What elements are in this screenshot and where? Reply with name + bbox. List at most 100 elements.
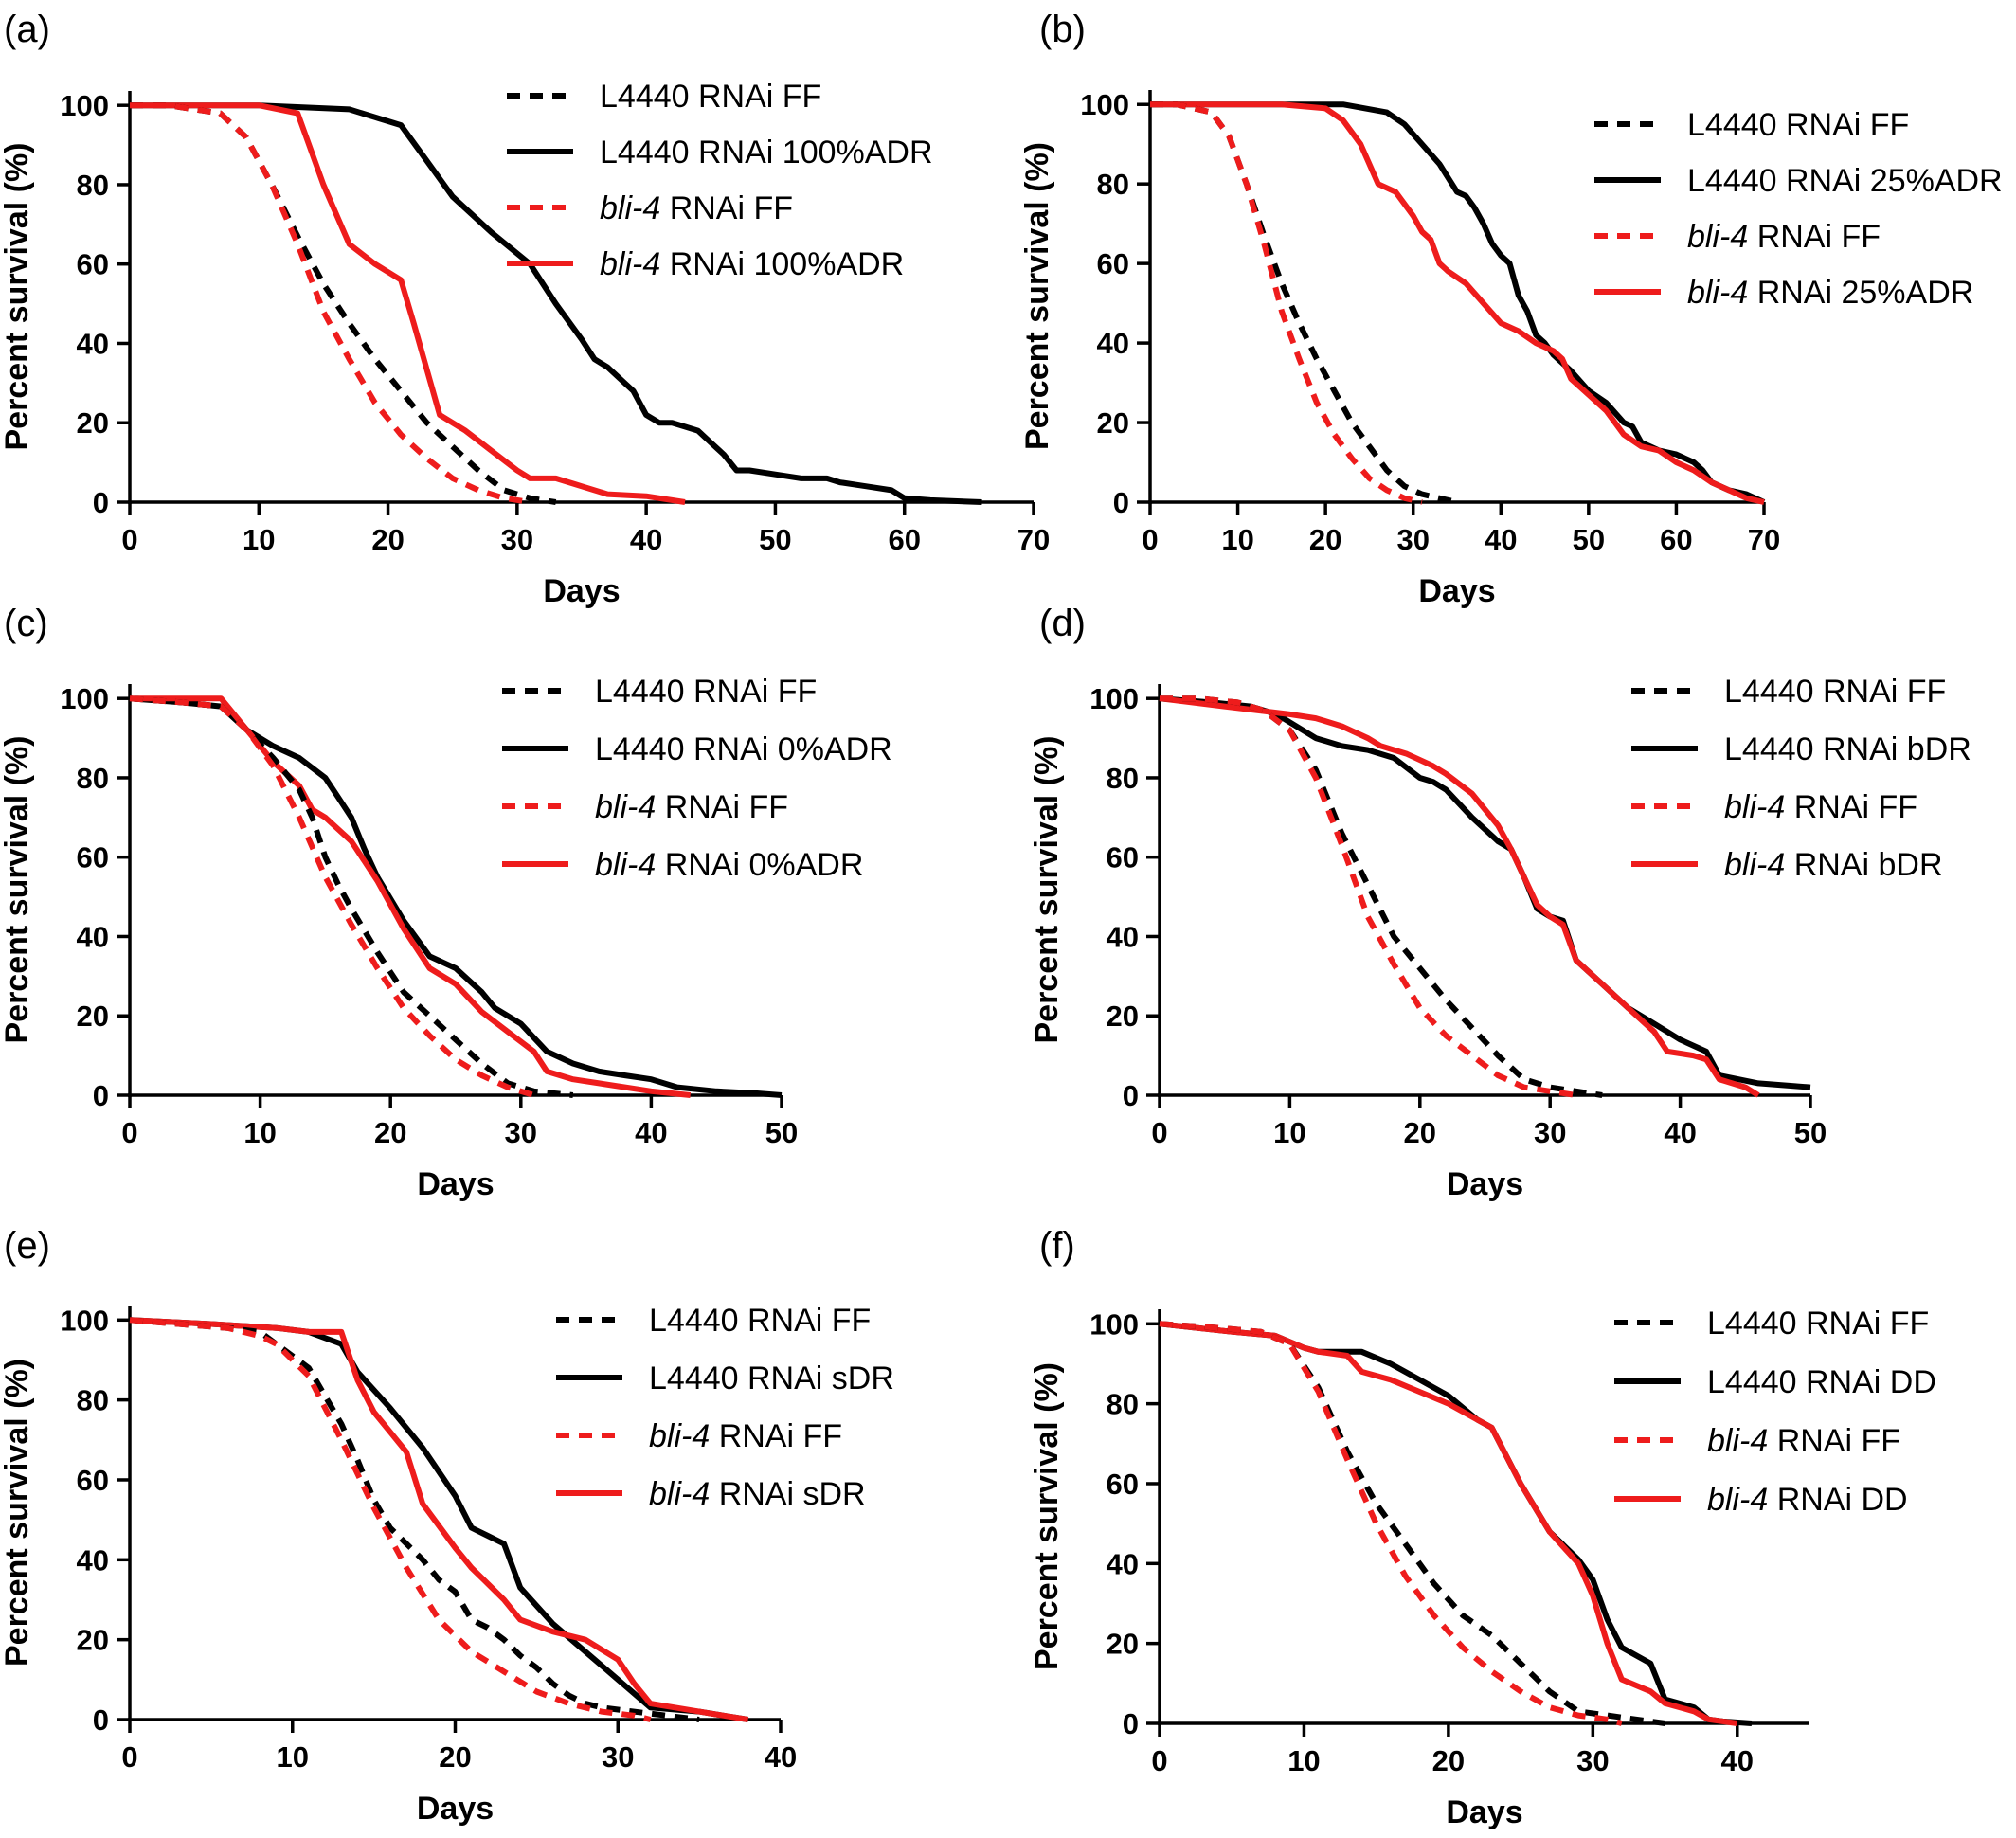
x-tick-label: 60 [888, 523, 920, 556]
x-tick-label: 0 [1151, 1116, 1167, 1149]
legend-entry: bli-4 RNAi DD [1707, 1482, 1908, 1518]
x-tick-label: 0 [121, 1740, 137, 1774]
legend-entry-prefix: L4440 [1687, 163, 1777, 199]
legend-entry: L4440 RNAi FF [1707, 1306, 1929, 1342]
legend-entry-suffix: RNAi 0%ADR [656, 847, 863, 883]
y-tick-label: 40 [77, 920, 109, 953]
legend-entry-suffix: RNAi 100%ADR [660, 246, 904, 282]
series-line-bli-4-rnai-bdr [1159, 695, 1760, 1098]
series-line-bli-4-rnai-dd [1159, 1321, 1738, 1726]
legend-entry-prefix: bli-4 [649, 1476, 710, 1512]
x-tick-label: 10 [1287, 1744, 1320, 1777]
x-tick-label: 20 [1432, 1744, 1465, 1777]
series-line-l4440-rnai-bdr [1159, 695, 1811, 1090]
legend-entry-suffix: RNAi FF [1777, 107, 1910, 143]
y-tick-label: 40 [77, 1543, 109, 1577]
legend-entry-prefix: bli-4 [1707, 1423, 1768, 1459]
series-line-bli-4-rnai-25-adr [1150, 101, 1765, 505]
y-tick-label: 60 [77, 1464, 109, 1497]
legend-entry-prefix: L4440 [1707, 1306, 1797, 1342]
legend-entry: L4440 RNAi 25%ADR [1687, 163, 2003, 199]
x-tick-label: 20 [439, 1740, 471, 1774]
x-tick-label: 30 [501, 523, 533, 556]
x-tick-label: 20 [1309, 523, 1341, 556]
legend-entry-prefix: L4440 [1707, 1364, 1797, 1400]
y-tick-label: 80 [1107, 1388, 1139, 1421]
legend-entry-suffix: RNAi sDR [710, 1476, 865, 1512]
x-axis-label: Days [417, 1166, 494, 1202]
x-tick-label: 30 [1534, 1116, 1566, 1149]
x-tick-label: 40 [1485, 523, 1517, 556]
legend-entry-suffix: RNAi bDR [1785, 847, 1942, 883]
series-line-l4440-rnai-100-adr [130, 102, 982, 505]
panel-a: (a) 0 10 20 30 40 50 60 70 0 20 40 60 80 100 Days Percen… [0, 9, 1050, 609]
y-axis-label: Percent survival (%) [0, 735, 35, 1043]
legend-entry-prefix: bli-4 [600, 190, 660, 226]
y-tick-label: 80 [77, 169, 109, 202]
legend-entry: bli-4 RNAi FF [1707, 1423, 1900, 1459]
legend-entry-prefix: L4440 [600, 135, 690, 171]
x-tick-label: 0 [121, 1116, 137, 1149]
legend-entry-suffix: RNAi FF [710, 1418, 842, 1454]
x-tick-label: 50 [765, 1116, 798, 1149]
panel-label: (d) [1039, 603, 1086, 644]
series-line-l4440-rnai-ff [1150, 101, 1458, 505]
x-tick-label: 50 [1573, 523, 1605, 556]
legend-entry-suffix: RNAi FF [1748, 219, 1881, 255]
y-tick-label: 100 [1089, 682, 1139, 715]
legend-entry-prefix: bli-4 [1687, 275, 1748, 311]
legend-entry-suffix: RNAi FF [685, 674, 818, 710]
series-line-l4440-rnai-25-adr [1150, 101, 1766, 505]
x-tick-label: 40 [635, 1116, 667, 1149]
legend-entry-suffix: RNAi 0%ADR [685, 731, 892, 767]
panel-d: (d) 0 10 20 30 40 50 0 20 40 60 80 100 Days Percent su… [1029, 603, 1971, 1202]
legend-entry-prefix: bli-4 [600, 246, 660, 282]
legend-entry: bli-4 RNAi FF [1724, 789, 1917, 825]
legend-entry-prefix: bli-4 [595, 847, 656, 883]
y-tick-label: 60 [1097, 247, 1129, 280]
y-tick-label: 60 [77, 248, 109, 281]
series-line-bli-4-rnai-ff [1159, 1321, 1623, 1726]
legend-entry-suffix: RNAi FF [1814, 674, 1947, 710]
panel-label: (b) [1039, 9, 1086, 50]
y-tick-label: 40 [1107, 920, 1139, 953]
x-axis-label: Days [1447, 1166, 1523, 1202]
x-tick-label: 60 [1660, 523, 1692, 556]
legend-entry: bli-4 RNAi sDR [649, 1476, 866, 1512]
x-tick-label: 20 [1404, 1116, 1436, 1149]
y-tick-label: 0 [93, 1703, 109, 1737]
series-line-bli-4-rnai-ff [129, 695, 535, 1098]
x-tick-label: 0 [1151, 1744, 1167, 1777]
legend-entry: bli-4 RNAi 25%ADR [1687, 275, 1973, 311]
x-tick-label: 20 [374, 1116, 406, 1149]
legend-entry-prefix: bli-4 [1707, 1482, 1768, 1518]
panel-f: (f) 0 10 20 30 40 0 20 40 60 80 100 Days Percent surv… [1029, 1225, 1936, 1830]
legend-entry-suffix: RNAi FF [690, 79, 822, 115]
legend-entry-prefix: bli-4 [595, 789, 656, 825]
series-line-bli-4-rnai-ff [130, 102, 531, 505]
panel-label: (c) [4, 603, 48, 644]
legend-entry-suffix: RNAi bDR [1814, 731, 1971, 767]
x-tick-label: 20 [371, 523, 404, 556]
legend-entry-suffix: RNAi FF [660, 190, 793, 226]
y-tick-label: 0 [93, 486, 109, 519]
legend-entry-prefix: bli-4 [649, 1418, 710, 1454]
series-line-l4440-rnai-0-adr [129, 695, 783, 1098]
series-line-bli-4-rnai-100-adr [130, 102, 686, 505]
series-line-l4440-rnai-ff [129, 695, 574, 1098]
x-tick-label: 10 [1221, 523, 1253, 556]
legend-entry: L4440 RNAi 0%ADR [595, 731, 892, 767]
legend-entry-prefix: L4440 [595, 731, 685, 767]
legend-entry: L4440 RNAi DD [1707, 1364, 1936, 1400]
x-tick-label: 30 [505, 1116, 537, 1149]
legend-entry-prefix: L4440 [595, 674, 685, 710]
series-line-bli-4-rnai-ff [1160, 695, 1577, 1098]
legend-entry-suffix: RNAi DD [1768, 1482, 1907, 1518]
y-tick-label: 0 [93, 1079, 109, 1112]
x-tick-label: 40 [630, 523, 662, 556]
x-axis-label: Days [543, 573, 620, 609]
x-tick-label: 50 [759, 523, 791, 556]
series-line-bli-4-rnai-0-adr [130, 695, 692, 1098]
